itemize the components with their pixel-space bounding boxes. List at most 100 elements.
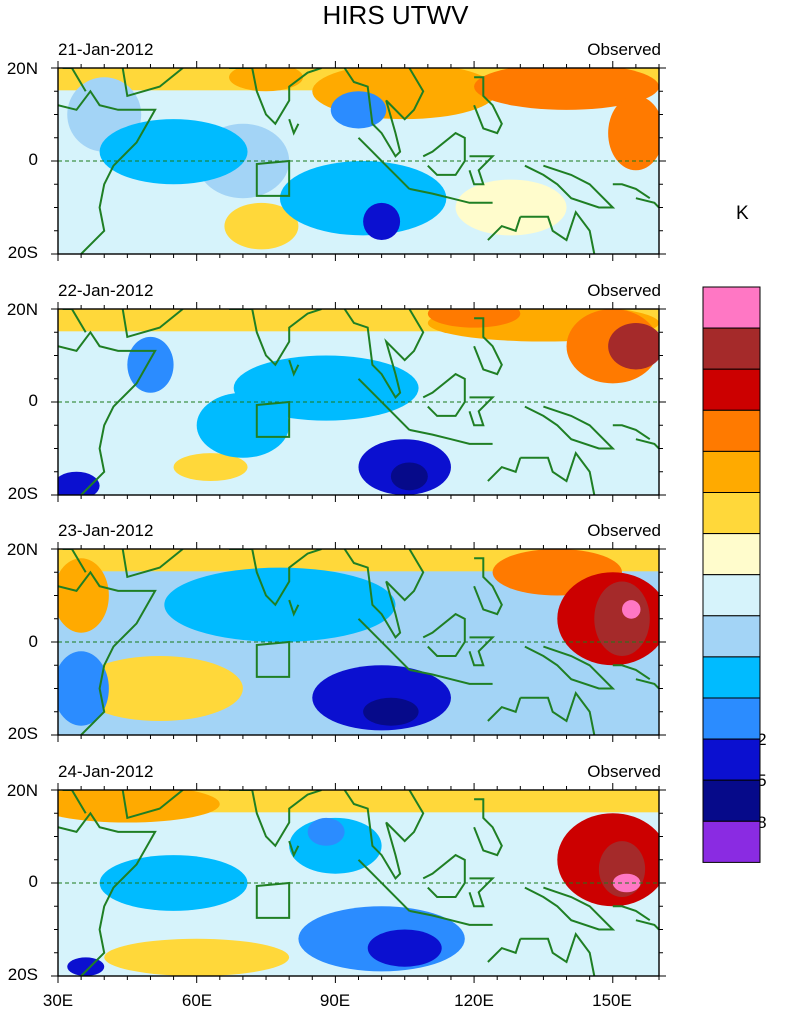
- panel-3-coastline: [468, 636, 496, 667]
- panel-4-coastline: [58, 811, 157, 976]
- panel-1-contour-region: [474, 68, 659, 110]
- panel-4-label: Observed: [587, 762, 661, 781]
- panel-2-coastline: [288, 359, 300, 377]
- panel-1-coastline: [343, 68, 425, 158]
- panel-2-coastline: [524, 405, 616, 450]
- panel-1-coastline: [121, 68, 184, 98]
- panel-3-coastline: [229, 549, 322, 607]
- panel-4-region-box: [255, 881, 291, 919]
- chart-title: HIRS UTWV: [322, 0, 469, 30]
- panel-2-date: 22-Jan-2012: [58, 281, 154, 300]
- map-panel-4: [51, 783, 666, 983]
- panel-2-coastline: [121, 309, 184, 339]
- panel-4-ytick-20s: 20S: [7, 965, 38, 984]
- panel-2-contour-region: [196, 392, 290, 458]
- panel-3-coastline: [635, 678, 659, 690]
- panel-4-contour-region: [307, 817, 345, 846]
- panel-3-ytick-20n: 20N: [6, 540, 38, 559]
- panel-4-ytick-0: 0: [28, 872, 38, 891]
- panel-4-coastline: [520, 931, 596, 976]
- colorbar-box: [702, 368, 761, 411]
- panel-4-ytick-20n: 20N: [6, 781, 38, 800]
- panel-1-coastline: [524, 164, 616, 209]
- panel-1-coastline: [58, 89, 157, 254]
- panel-4-coastline: [524, 886, 616, 931]
- colorbar-box: [702, 286, 761, 329]
- colorbar-box: [702, 697, 761, 740]
- panel-2-coastline: [343, 309, 425, 400]
- panel-4-coastline: [121, 790, 184, 820]
- panel-3-contour-region: [594, 581, 650, 656]
- panel-3-contour-region: [164, 567, 396, 642]
- panel-3-coastline: [62, 549, 87, 573]
- panel-1-ytick-0: 0: [28, 150, 38, 169]
- panel-3-coastline: [58, 570, 157, 735]
- panel-4-coastline: [343, 790, 425, 881]
- panel-4-coastline: [468, 877, 496, 908]
- panel-2-field: [58, 309, 659, 495]
- colorbar-box: [702, 450, 761, 493]
- panel-2-coastline: [357, 378, 411, 431]
- panel-3-coastline: [520, 690, 596, 735]
- panel-1-coastline: [409, 187, 493, 204]
- panel-3-ytick-0: 0: [28, 632, 38, 651]
- panel-2-ytick-20n: 20N: [6, 300, 38, 319]
- panel-3-coastline: [422, 612, 466, 657]
- panel-1-contour-region: [330, 91, 387, 129]
- panel-3-contour-region: [76, 655, 243, 722]
- colorbar-box: [702, 820, 761, 863]
- panel-1-contour-region: [229, 68, 304, 92]
- x-tick-120e: 120E: [454, 991, 494, 1010]
- panel-2-coastline: [409, 428, 493, 445]
- x-tick-90e: 90E: [319, 991, 351, 1010]
- panel-3-contour-region: [58, 651, 109, 726]
- panel-1-field: [58, 68, 659, 254]
- panel-2-coastline: [58, 330, 157, 495]
- colorbar-box: [702, 615, 761, 658]
- panel-1-coastline: [473, 76, 503, 135]
- panel-2-coastline: [473, 317, 503, 376]
- panel-4-coastline: [288, 840, 300, 858]
- colorbar-box: [702, 656, 761, 699]
- panel-3-field: [58, 549, 659, 735]
- panel-4-field: [58, 790, 659, 976]
- colorbar-box: [702, 574, 761, 617]
- panel-1-coastline: [288, 118, 300, 136]
- x-tick-150e: 150E: [592, 991, 632, 1010]
- panel-1-coastline: [229, 68, 322, 126]
- panel-2-contour-region: [390, 462, 428, 491]
- panel-2-coastline: [635, 438, 659, 450]
- panel-4-contour-region: [67, 957, 105, 976]
- panel-3-coastline: [357, 618, 411, 671]
- panel-2-contour-region: [427, 309, 521, 328]
- panel-1-coastline: [612, 183, 651, 200]
- x-tick-60e: 60E: [181, 991, 213, 1010]
- panel-1-coastline: [468, 155, 496, 186]
- panel-2-coastline: [422, 372, 466, 417]
- panel-3-date: 23-Jan-2012: [58, 521, 154, 540]
- panel-1-coastline: [422, 131, 466, 176]
- panel-1-coastline: [635, 197, 659, 209]
- map-panel-1: [51, 61, 666, 261]
- panel-1-coastline: [520, 210, 596, 254]
- panel-2-contour-region: [58, 471, 100, 495]
- panel-1-coastline: [357, 137, 411, 190]
- panel-4-coastline: [487, 938, 522, 963]
- panel-4-contour-region: [367, 929, 442, 967]
- panel-2-contour-region: [173, 453, 248, 482]
- panel-2-label: Observed: [587, 281, 661, 300]
- panel-1-coastline: [487, 216, 522, 241]
- panel-2-ytick-0: 0: [28, 391, 38, 410]
- panel-1-ytick-20n: 20N: [6, 59, 38, 78]
- colorbar-units: K: [736, 203, 749, 224]
- panel-2-contour-region: [233, 355, 419, 421]
- panel-4-coastline: [422, 853, 466, 898]
- panel-2-coastline: [612, 424, 651, 441]
- panel-3-contour-region: [363, 697, 419, 726]
- colorbar-box: [702, 327, 761, 370]
- panel-4-coastline: [409, 909, 493, 926]
- panel-3-ytick-20s: 20S: [7, 724, 38, 743]
- panel-4-date: 24-Jan-2012: [58, 762, 154, 781]
- colorbar: [702, 286, 761, 863]
